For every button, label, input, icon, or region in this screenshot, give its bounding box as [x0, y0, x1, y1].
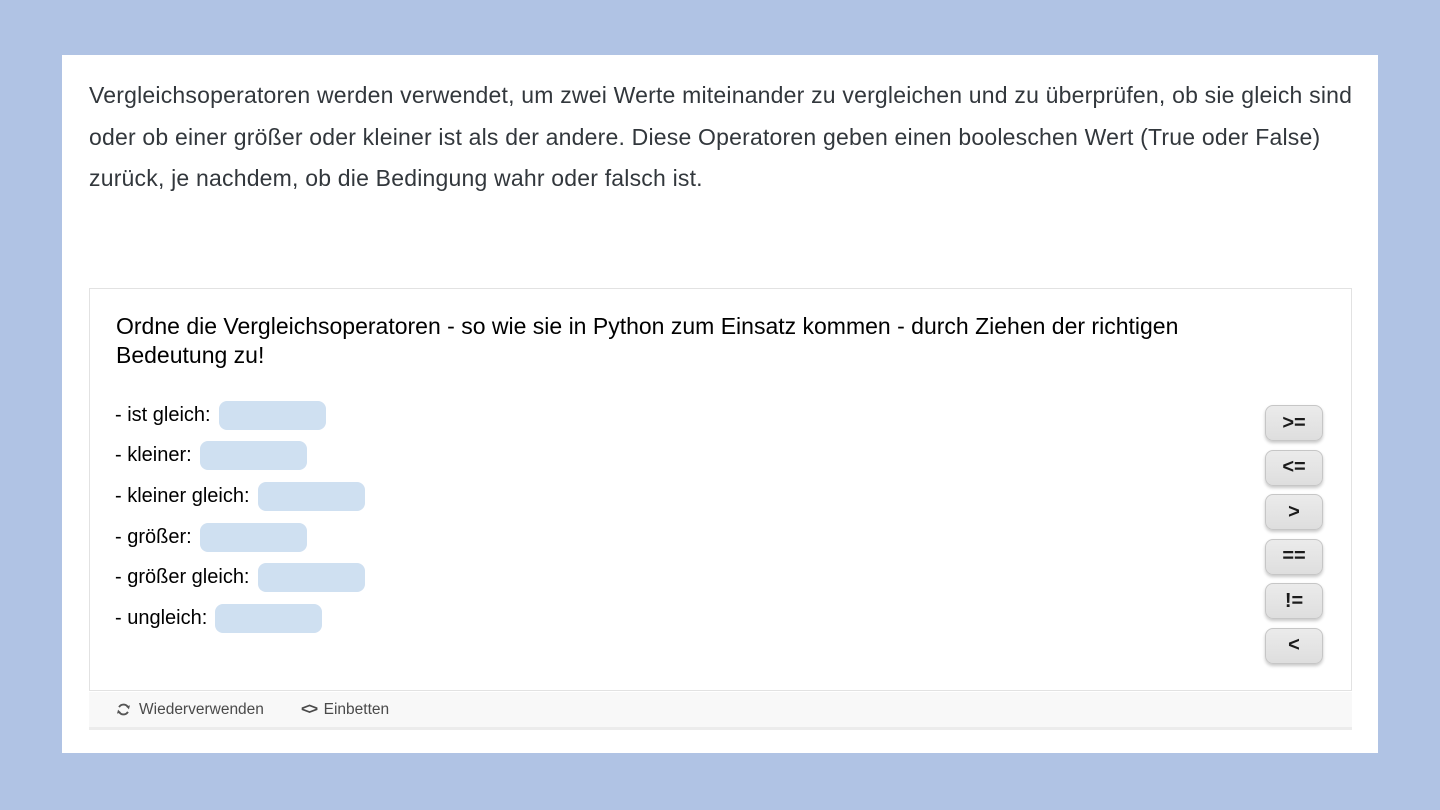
drop-zone[interactable] — [218, 400, 326, 430]
match-label: - größer: — [115, 525, 192, 548]
matching-exercise-widget: Ordne die Vergleichsoperatoren - so wie … — [89, 288, 1352, 691]
match-item-list: - ist gleich: - kleiner: - kleiner gleich:… — [115, 395, 365, 639]
widget-footer: Wiederverwenden <> Einbetten — [89, 692, 1352, 730]
embed-label: Einbetten — [323, 700, 390, 718]
operator-drag-item[interactable]: <= — [1265, 449, 1323, 486]
embed-icon: <> — [300, 700, 318, 718]
match-label: - kleiner: — [115, 444, 192, 467]
match-row: - kleiner: — [115, 436, 365, 477]
drop-zone[interactable] — [199, 522, 307, 552]
operator-column: >= <= > == != < — [1265, 405, 1323, 664]
reuse-icon — [115, 701, 132, 718]
match-row: - kleiner gleich: — [115, 476, 365, 517]
match-label: - kleiner gleich: — [115, 484, 250, 507]
operator-drag-item[interactable]: == — [1265, 538, 1323, 575]
drop-zone[interactable] — [257, 481, 365, 511]
content-panel: Vergleichsoperatoren werden verwendet, u… — [62, 55, 1378, 753]
embed-button[interactable]: <> Einbetten — [301, 701, 389, 719]
reuse-button[interactable]: Wiederverwenden — [115, 701, 264, 719]
operator-drag-item[interactable]: > — [1265, 494, 1323, 530]
operator-drag-item[interactable]: >= — [1265, 405, 1323, 441]
drop-zone[interactable] — [215, 603, 323, 633]
match-row: - ungleich: — [115, 598, 365, 639]
match-label: - ungleich: — [115, 606, 208, 629]
match-row: - größer: — [115, 517, 365, 558]
operator-drag-item[interactable]: < — [1265, 627, 1323, 664]
reuse-label: Wiederverwenden — [139, 700, 264, 718]
drop-zone[interactable] — [257, 563, 365, 593]
match-label: - ist gleich: — [115, 403, 211, 426]
match-row: - ist gleich: — [115, 395, 365, 436]
exercise-title: Ordne die Vergleichsoperatoren - so wie … — [116, 313, 1179, 368]
drop-zone[interactable] — [199, 441, 307, 471]
intro-paragraph: Vergleichsoperatoren werden verwendet, u… — [89, 82, 1353, 191]
match-row: - größer gleich: — [115, 557, 365, 598]
match-label: - größer gleich: — [115, 566, 250, 589]
operator-drag-item[interactable]: != — [1265, 583, 1323, 619]
